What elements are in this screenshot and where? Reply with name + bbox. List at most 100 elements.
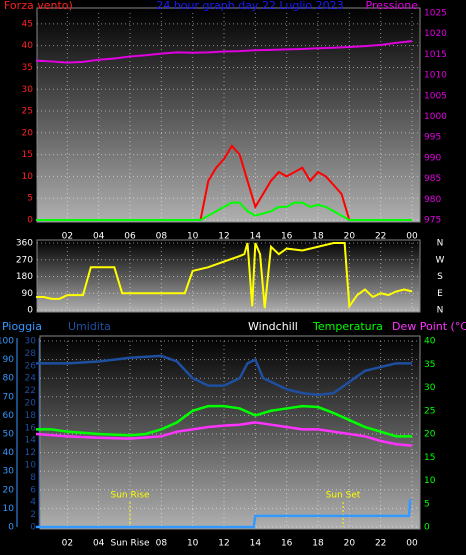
series-line <box>36 498 412 529</box>
y-tick-label: 70 <box>3 392 15 402</box>
x-tick-label: 20 <box>344 232 356 242</box>
x-tick-label: 22 <box>375 232 386 242</box>
header-label: Pressione <box>366 0 419 12</box>
y-tick-label: 5 <box>424 499 430 509</box>
y-tick-label: 10 <box>3 504 15 514</box>
compass-label: W <box>436 255 445 265</box>
y-tick-label: 18 <box>25 411 37 421</box>
y-tick-label: 0 <box>8 523 14 533</box>
y-tick-label: 360 <box>16 239 33 249</box>
y-tick-label: 30 <box>424 383 436 393</box>
y-tick-label: 10 <box>25 461 37 471</box>
header-label: Windchill <box>248 320 298 333</box>
y-tick-label: 35 <box>22 63 33 73</box>
series-line <box>36 354 412 397</box>
y-tick-label: 25 <box>424 406 435 416</box>
x-tick-label: 08 <box>156 232 168 242</box>
x-tick-label: 04 <box>93 539 105 549</box>
y-tick-label: 15 <box>22 150 33 160</box>
y-tick-label: 50 <box>3 430 15 440</box>
y-tick-label: 12 <box>25 448 36 458</box>
header-label: Forza vento) <box>4 0 73 12</box>
y-tick-label: 980 <box>424 195 441 205</box>
x-tick-label: 10 <box>187 539 199 549</box>
y-tick-label: 975 <box>424 216 441 226</box>
plot-background <box>36 239 421 313</box>
y-tick-label: 985 <box>424 174 441 184</box>
y-tick-label: 10 <box>424 476 436 486</box>
x-tick-label: 02 <box>62 232 73 242</box>
header-label: 24 hour graph day 22 Luglio 2023 <box>156 0 343 12</box>
y-tick-label: 2 <box>30 510 36 520</box>
plot-background <box>36 7 421 223</box>
header-label: Pioggia <box>2 320 42 333</box>
y-tick-label: 24 <box>25 374 37 384</box>
y-tick-label: 40 <box>424 337 436 347</box>
y-tick-label: 16 <box>25 423 37 433</box>
x-tick-label: 02 <box>62 539 73 549</box>
y-tick-label: 1010 <box>424 71 447 81</box>
y-tick-label: 0 <box>27 216 33 226</box>
x-tick-label: 12 <box>218 232 229 242</box>
y-tick-label: 40 <box>22 41 34 51</box>
compass-label: S <box>437 272 443 282</box>
series-line <box>36 242 413 310</box>
series-line <box>36 201 412 221</box>
x-tick-label: 08 <box>156 539 168 549</box>
y-tick-label: 14 <box>25 436 37 446</box>
x-tick-label: 20 <box>344 539 356 549</box>
y-tick-label: 28 <box>25 349 37 359</box>
y-tick-label: 1000 <box>424 112 447 122</box>
y-tick-label: 15 <box>424 453 435 463</box>
x-tick-label: Sun Rise <box>111 539 150 549</box>
y-tick-label: 40 <box>3 448 15 458</box>
x-tick-label: 18 <box>312 539 324 549</box>
y-tick-label: 22 <box>25 386 36 396</box>
x-tick-label: 16 <box>281 539 293 549</box>
y-tick-label: 5 <box>27 194 33 204</box>
series-line <box>36 144 412 221</box>
x-tick-label: 04 <box>93 232 105 242</box>
y-tick-label: 20 <box>22 128 34 138</box>
header-label: Umidita <box>68 320 111 333</box>
x-tick-label: 12 <box>218 539 229 549</box>
x-tick-label: 00 <box>406 232 418 242</box>
y-tick-label: 180 <box>16 272 33 282</box>
y-tick-label: 1015 <box>424 50 447 60</box>
y-tick-label: 30 <box>22 85 34 95</box>
series-line <box>35 421 413 447</box>
y-tick-label: 45 <box>22 19 33 29</box>
y-tick-label: 90 <box>22 289 34 299</box>
annotation: Sun Rise <box>111 491 150 501</box>
y-tick-label: 30 <box>25 337 37 347</box>
y-tick-label: 0 <box>424 523 430 533</box>
header-label: Temperatura <box>312 320 383 333</box>
x-tick-label: 14 <box>250 232 262 242</box>
y-tick-label: 990 <box>424 153 441 163</box>
y-tick-label: 6 <box>30 485 36 495</box>
y-tick-label: 1020 <box>424 29 447 39</box>
y-tick-label: 995 <box>424 133 441 143</box>
compass-label: E <box>437 289 443 299</box>
compass-label: N <box>437 306 444 316</box>
y-tick-label: 60 <box>3 411 15 421</box>
y-tick-label: 26 <box>25 361 37 371</box>
y-tick-label: 30 <box>3 467 15 477</box>
y-tick-label: 25 <box>22 107 33 117</box>
x-tick-label: 00 <box>406 539 418 549</box>
y-tick-label: 100 <box>0 337 14 347</box>
y-tick-label: 1025 <box>424 9 447 19</box>
x-tick-label: 16 <box>281 232 293 242</box>
y-tick-label: 270 <box>16 255 33 265</box>
y-tick-label: 20 <box>25 399 37 409</box>
plot-background <box>39 335 421 530</box>
y-tick-label: 0 <box>30 523 36 533</box>
x-tick-label: 06 <box>124 232 136 242</box>
x-tick-label: 10 <box>187 232 199 242</box>
y-tick-label: 10 <box>22 172 34 182</box>
y-tick-label: 1005 <box>424 91 447 101</box>
y-tick-label: 90 <box>3 355 15 365</box>
x-tick-label: 22 <box>375 539 386 549</box>
y-tick-label: 0 <box>27 306 33 316</box>
